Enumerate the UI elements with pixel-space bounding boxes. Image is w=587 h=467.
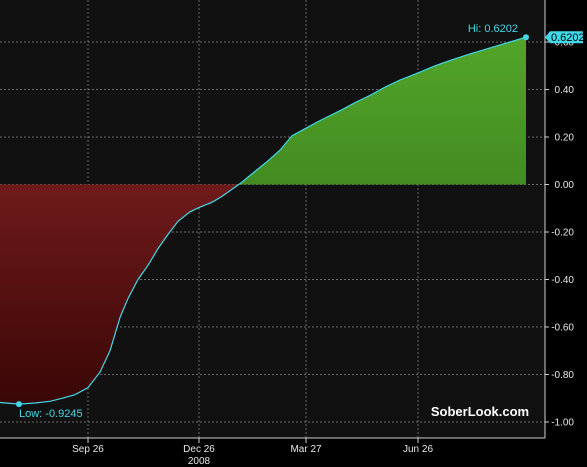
y-tick-label: 0.40: [555, 85, 575, 96]
y-tick-label: -0.20: [551, 228, 574, 239]
y-axis-ticks: 0.600.400.200.00-0.20-0.40-0.60-0.80-1.0…: [545, 38, 574, 429]
y-tick-label: 0.00: [555, 180, 575, 191]
y-tick-label: -0.80: [551, 370, 574, 381]
current-value-box: [545, 31, 583, 44]
high-marker: [523, 34, 529, 41]
x-tick-label: Mar 27: [290, 444, 322, 455]
watermark: SoberLook.com: [431, 404, 529, 419]
y-tick-label: -1.00: [551, 418, 574, 429]
current-value-label: 0.6202: [551, 32, 585, 44]
x-tick-label: Dec 26: [183, 444, 215, 455]
x-year-label: 2008: [188, 456, 211, 467]
y-tick-label: -0.40: [551, 275, 574, 286]
low-marker: [16, 401, 22, 408]
x-tick-label: Jun 26: [403, 444, 433, 455]
positive-area: [0, 37, 526, 185]
x-tick-label: Sep 26: [72, 444, 104, 455]
series-line: [0, 36, 527, 405]
negative-area: [0, 184, 526, 405]
y-tick-label: 0.20: [555, 133, 575, 144]
y-tick-label: -0.60: [551, 323, 574, 334]
x-axis-ticks: Sep 26 Dec 26 Mar 27 Jun 26: [72, 438, 433, 455]
low-label: Low: -0.9245: [19, 408, 83, 420]
high-label: Hi: 0.6202: [468, 23, 518, 35]
